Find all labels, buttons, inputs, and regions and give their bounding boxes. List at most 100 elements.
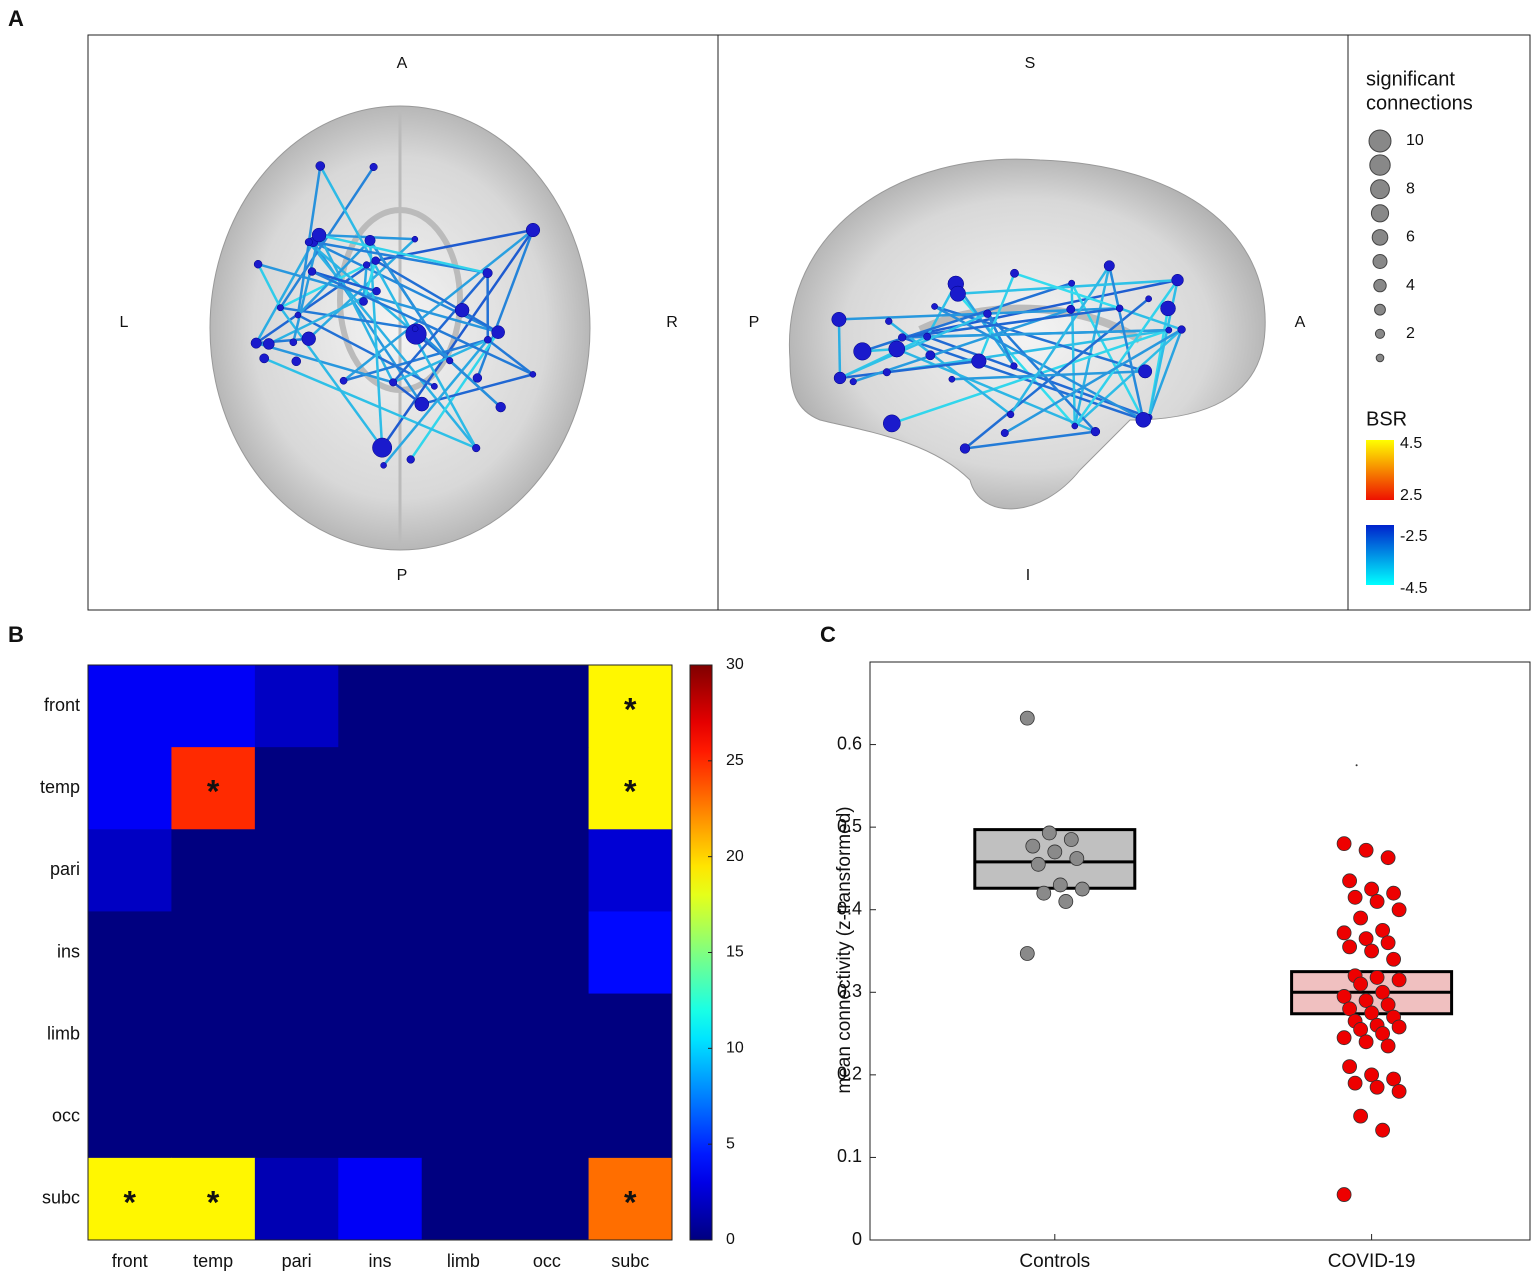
data-point — [1370, 1080, 1384, 1094]
data-point — [1381, 1039, 1395, 1053]
node — [1138, 365, 1151, 378]
data-point — [1370, 970, 1384, 984]
heatmap-cell — [255, 911, 339, 994]
size-legend-marker — [1372, 230, 1388, 246]
node — [263, 338, 274, 349]
data-point — [1354, 1109, 1368, 1123]
node — [431, 383, 437, 389]
data-point — [1026, 839, 1040, 853]
heatmap-cell — [88, 829, 172, 912]
data-point — [1381, 851, 1395, 865]
orientation-label: P — [397, 567, 408, 584]
node — [365, 235, 375, 245]
panel-label: A — [8, 6, 24, 31]
node — [290, 339, 297, 346]
data-point — [1337, 926, 1351, 940]
colorbar-tick-label: 4.5 — [1400, 435, 1422, 452]
colorbar-tick-label: 20 — [726, 848, 744, 865]
orientation-label: A — [1295, 314, 1306, 331]
node — [484, 336, 491, 343]
node — [1166, 327, 1172, 333]
heatmap-cell — [505, 747, 589, 830]
heatmap-cell — [338, 829, 422, 912]
size-legend-label: 6 — [1406, 229, 1415, 246]
orientation-label: P — [749, 314, 760, 331]
heatmap-cell — [422, 994, 506, 1077]
column-label: limb — [447, 1251, 480, 1271]
node — [412, 236, 418, 242]
data-point — [1348, 1076, 1362, 1090]
y-tick-label: 0.1 — [837, 1146, 862, 1166]
node — [1116, 305, 1123, 312]
data-point — [1376, 1027, 1390, 1041]
heatmap-cell — [255, 1158, 339, 1241]
node — [1178, 326, 1186, 334]
heatmap-cell — [255, 1076, 339, 1159]
outlier — [1356, 764, 1358, 766]
orientation-label: L — [120, 314, 129, 331]
colorbar-positive — [1366, 440, 1394, 500]
node — [1072, 423, 1078, 429]
data-point — [1064, 833, 1078, 847]
node — [1146, 296, 1152, 302]
heatmap-cell — [338, 1076, 422, 1159]
heatmap-cell — [255, 665, 339, 748]
data-point — [1075, 882, 1089, 896]
data-point — [1059, 894, 1073, 908]
significance-marker: * — [624, 692, 637, 728]
node — [412, 326, 418, 332]
node — [407, 456, 415, 464]
colorbar-tick-label: 30 — [726, 656, 744, 673]
data-point — [1359, 994, 1373, 1008]
data-point — [1359, 1035, 1373, 1049]
node — [340, 377, 347, 384]
heatmap-cell — [338, 747, 422, 830]
node — [483, 268, 492, 277]
data-point — [1381, 998, 1395, 1012]
node — [372, 438, 391, 457]
node — [530, 371, 536, 377]
axial-brain — [210, 106, 590, 550]
colorbar-tick-label: -4.5 — [1400, 580, 1428, 597]
node — [832, 312, 846, 326]
data-point — [1037, 886, 1051, 900]
heatmap-cell — [422, 1076, 506, 1159]
data-point — [1381, 936, 1395, 950]
size-legend-label: 4 — [1406, 277, 1415, 294]
node — [883, 368, 891, 376]
heatmap-cell — [255, 747, 339, 830]
node — [1010, 269, 1018, 277]
size-legend-marker — [1375, 329, 1384, 338]
heatmap-cell — [505, 1158, 589, 1241]
node — [496, 402, 506, 412]
data-point — [1376, 923, 1390, 937]
significance-marker: * — [123, 1184, 136, 1220]
node — [292, 357, 301, 366]
data-point — [1343, 874, 1357, 888]
node — [251, 338, 261, 348]
data-point — [1337, 837, 1351, 851]
node — [931, 303, 937, 309]
node — [1007, 411, 1014, 418]
row-label: temp — [40, 777, 80, 797]
heatmap-cell — [338, 994, 422, 1077]
row-label: subc — [42, 1188, 80, 1208]
data-point — [1337, 989, 1351, 1003]
legend-title: connections — [1366, 92, 1473, 114]
heatmap-cell — [505, 994, 589, 1077]
data-point — [1387, 952, 1401, 966]
data-point — [1042, 826, 1056, 840]
size-legend-marker — [1369, 130, 1391, 152]
node — [295, 312, 301, 318]
heatmap-cell — [422, 747, 506, 830]
heatmap-cell — [171, 665, 255, 748]
y-axis-label: mean connectivity (z-transformed) — [834, 806, 855, 1093]
significance-marker: * — [624, 1184, 637, 1220]
data-point — [1370, 894, 1384, 908]
heatmap-cell — [589, 911, 673, 994]
orientation-label: I — [1026, 567, 1030, 584]
colorbar-tick-label: 2.5 — [1400, 487, 1422, 504]
heatmap-cell — [422, 829, 506, 912]
row-label: ins — [57, 941, 80, 961]
